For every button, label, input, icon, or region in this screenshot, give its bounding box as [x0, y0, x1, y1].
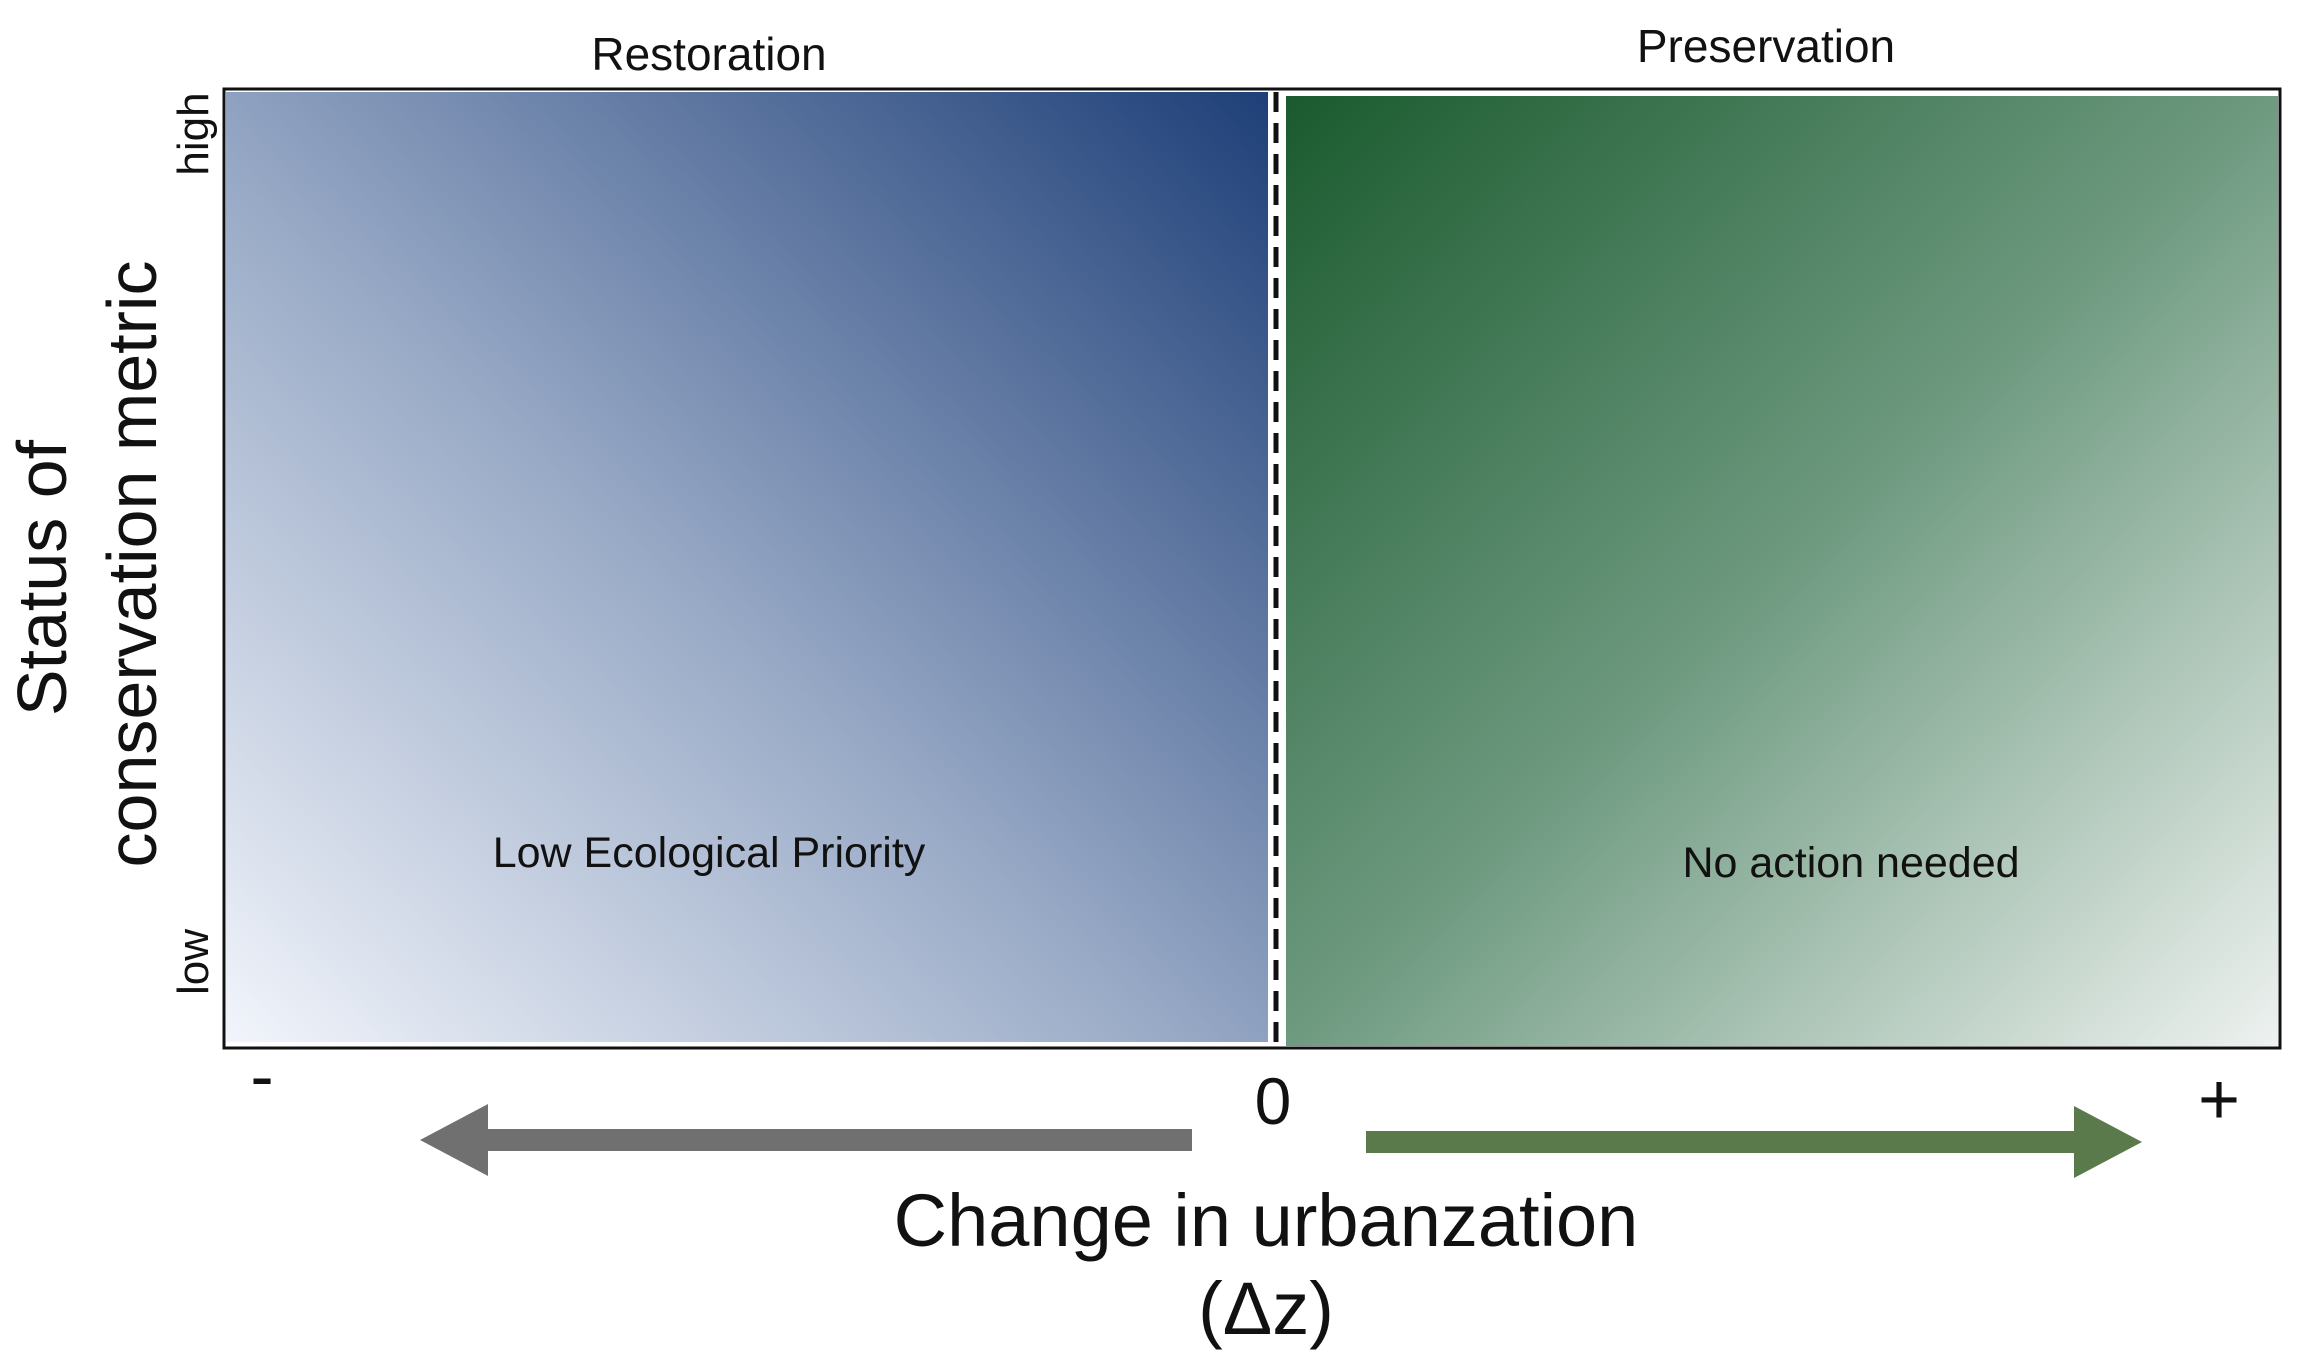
restoration-heading: Restoration — [591, 28, 826, 80]
x-axis-plus-label: + — [2198, 1060, 2240, 1140]
y-axis-title-line2: conservation metric — [93, 261, 171, 868]
preservation-region — [1286, 96, 2278, 1046]
restoration-region — [226, 92, 1268, 1042]
plot-frame — [222, 87, 2282, 1050]
x-axis-minus-label: - — [250, 1037, 273, 1115]
left-arrow — [420, 1104, 1192, 1176]
restoration-note: Low Ecological Priority — [493, 829, 926, 877]
x-axis-title-line2: (Δz) — [1198, 1267, 1334, 1350]
preservation-heading: Preservation — [1637, 20, 1895, 72]
y-axis-title-line1: Status of — [3, 439, 81, 716]
y-axis-low-label: low — [169, 929, 218, 995]
x-axis-title-line1: Change in urbanzation — [894, 1179, 1639, 1262]
y-axis-high-label: high — [169, 92, 218, 175]
preservation-note: No action needed — [1682, 839, 2019, 887]
x-axis-zero-label: 0 — [1255, 1064, 1292, 1138]
right-arrow — [1366, 1106, 2142, 1178]
